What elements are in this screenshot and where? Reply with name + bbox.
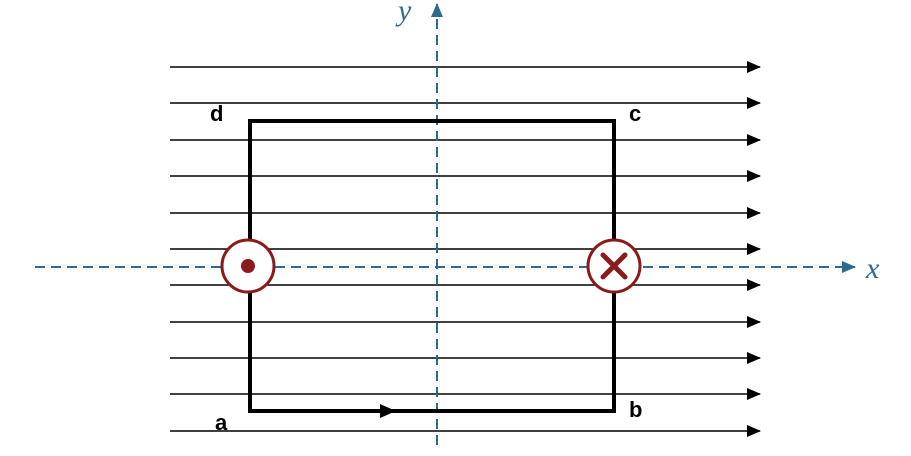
cross-into-page-icon (586, 238, 642, 294)
x-axis-label: x (865, 252, 880, 285)
dot-out-of-page-icon (220, 238, 276, 294)
y-axis-label: y (395, 0, 412, 27)
corner-label-d: d (210, 101, 223, 126)
corner-label-a: a (215, 410, 228, 435)
arrow-right-icon (380, 404, 396, 418)
corner-label-c: c (629, 101, 641, 126)
current-loop (248, 119, 616, 413)
corner-label-b: b (629, 397, 642, 422)
